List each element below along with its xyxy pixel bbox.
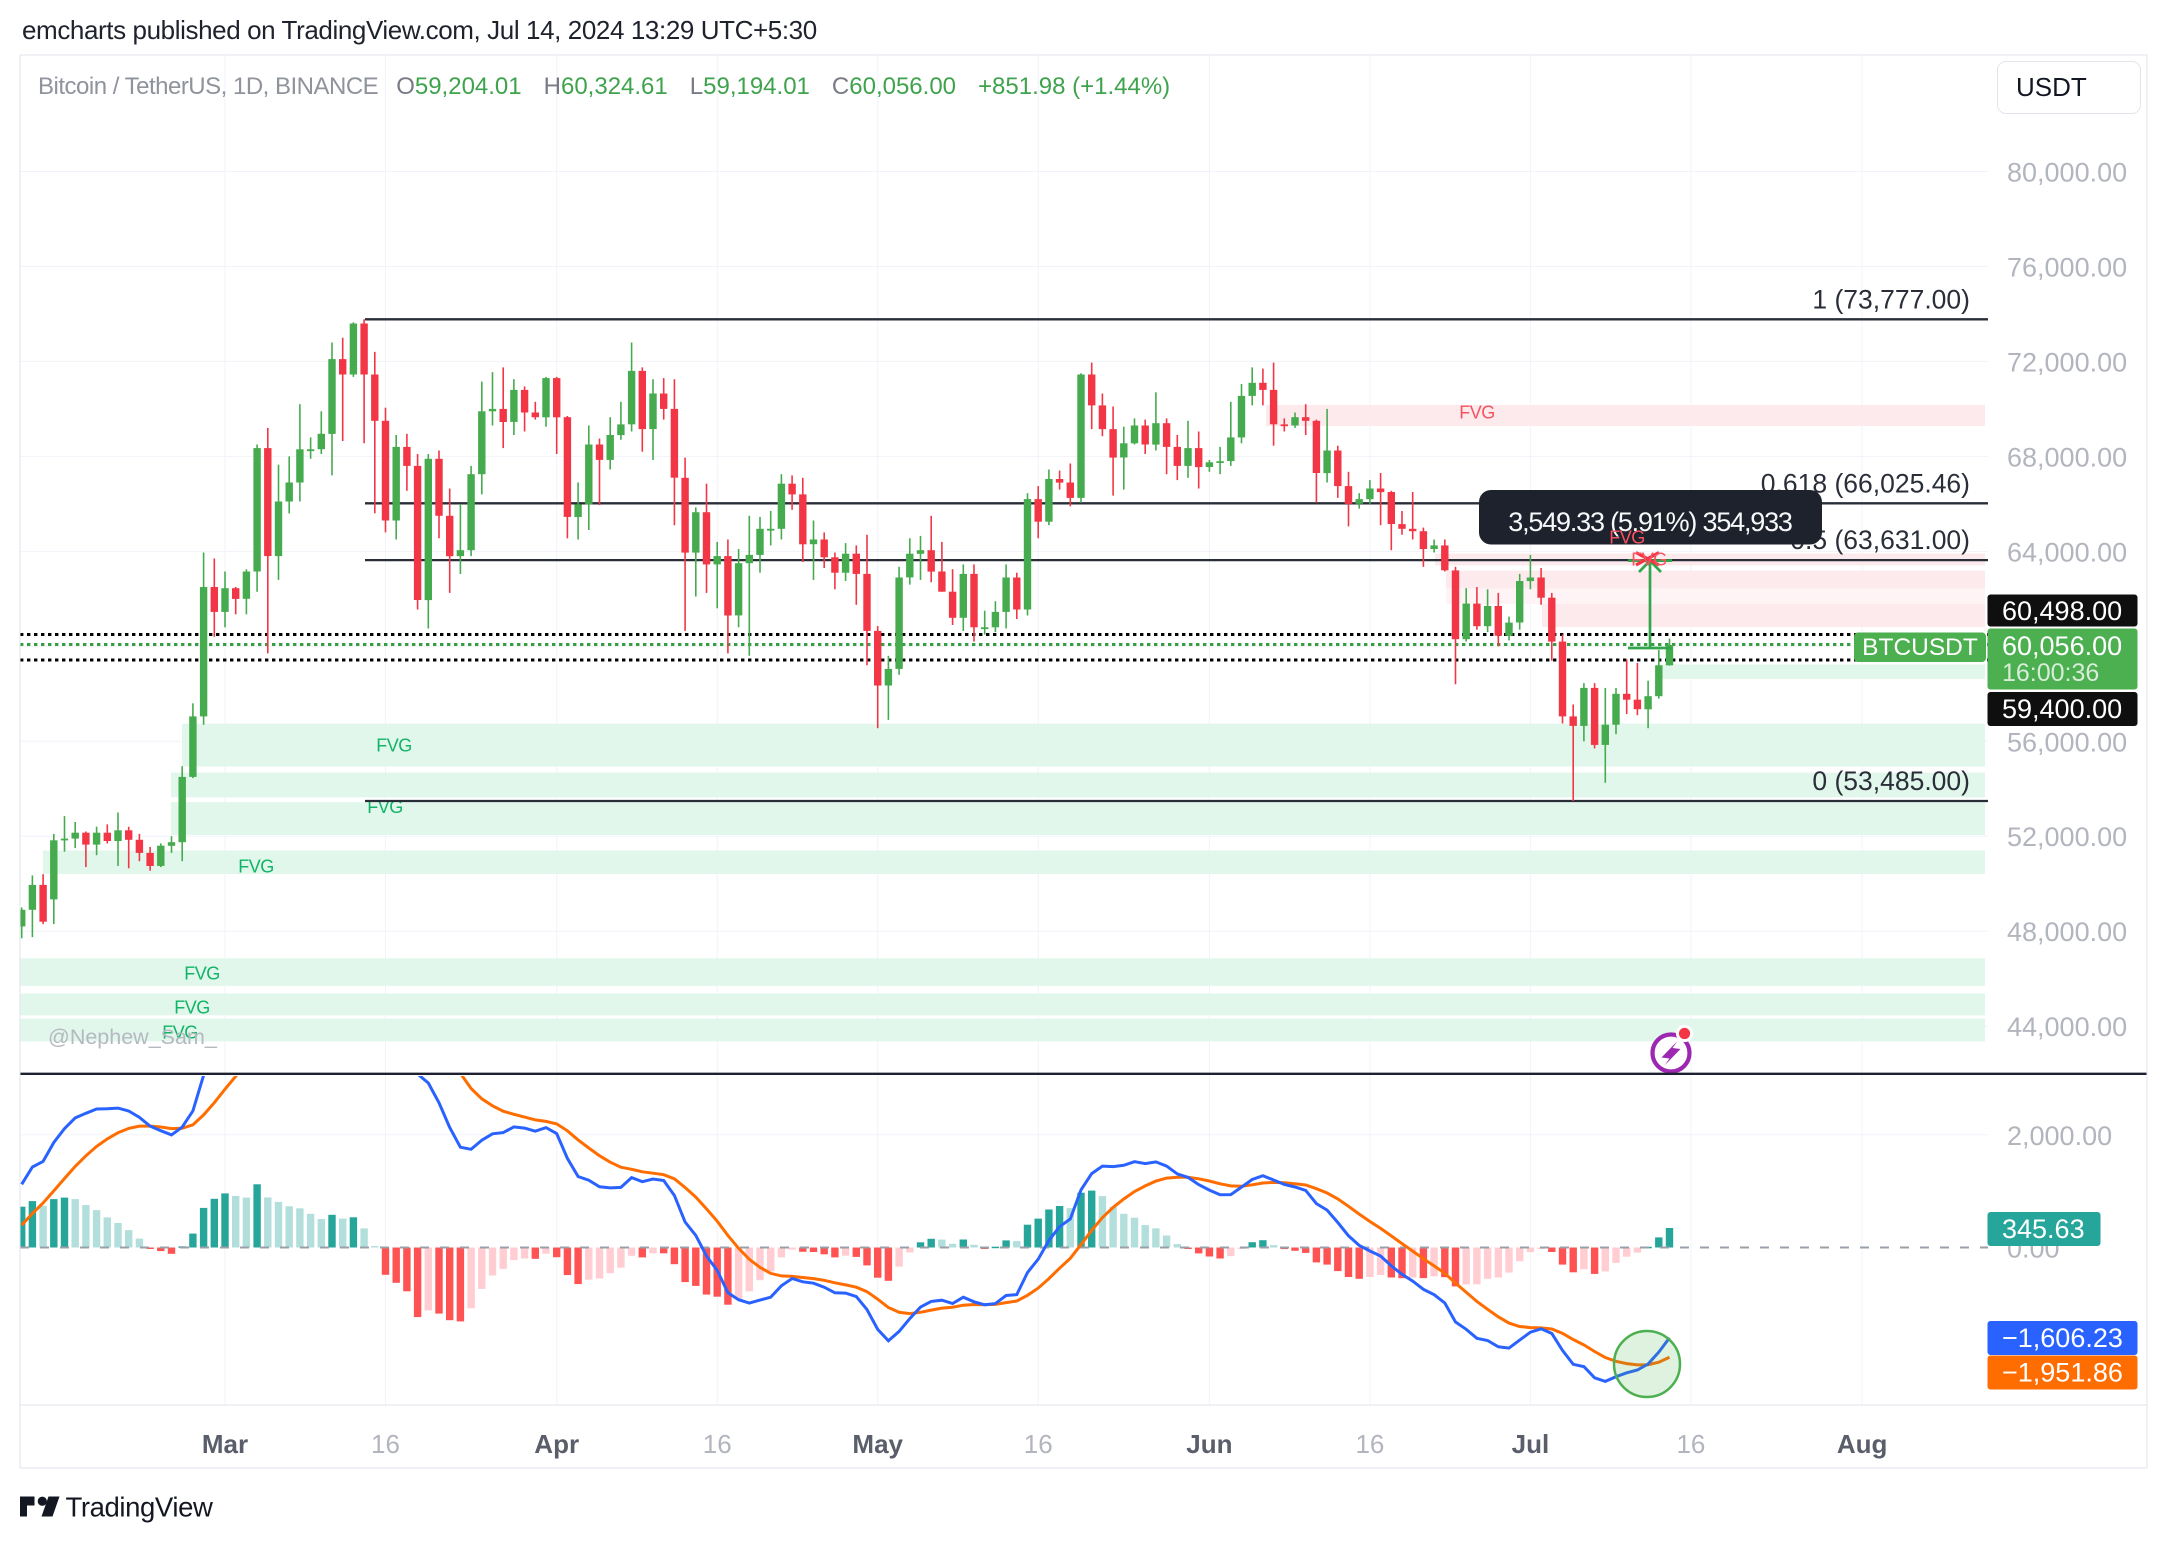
- svg-text:FVG: FVG: [174, 998, 210, 1018]
- svg-text:16: 16: [1355, 1429, 1384, 1459]
- svg-text:FVG: FVG: [238, 857, 274, 877]
- svg-text:0 (53,485.00): 0 (53,485.00): [1812, 766, 1970, 796]
- svg-text:16: 16: [1024, 1429, 1053, 1459]
- svg-text:Mar: Mar: [202, 1429, 248, 1459]
- svg-text:FVG: FVG: [1609, 528, 1645, 548]
- svg-text:16: 16: [371, 1429, 400, 1459]
- svg-text:−1,951.86: −1,951.86: [2002, 1358, 2123, 1388]
- svg-text:Aug: Aug: [1837, 1429, 1888, 1459]
- svg-text:68,000.00: 68,000.00: [2007, 442, 2127, 472]
- svg-text:52,000.00: 52,000.00: [2007, 822, 2127, 852]
- svg-text:16: 16: [1676, 1429, 1705, 1459]
- svg-text:16: 16: [703, 1429, 732, 1459]
- svg-text:72,000.00: 72,000.00: [2007, 347, 2127, 377]
- svg-text:FVG: FVG: [376, 736, 412, 756]
- svg-text:Jul: Jul: [1512, 1429, 1550, 1459]
- svg-text:BTCUSDT: BTCUSDT: [1862, 634, 1978, 661]
- svg-text:76,000.00: 76,000.00: [2007, 253, 2127, 283]
- svg-text:FVG: FVG: [162, 1023, 198, 1043]
- svg-text:FVG: FVG: [1459, 403, 1495, 423]
- svg-text:Apr: Apr: [534, 1429, 579, 1459]
- svg-text:May: May: [852, 1429, 903, 1459]
- svg-text:1 (73,777.00): 1 (73,777.00): [1812, 284, 1970, 314]
- svg-text:TradingView: TradingView: [66, 1492, 213, 1523]
- svg-text:59,400.00: 59,400.00: [2002, 694, 2122, 724]
- svg-text:60,498.00: 60,498.00: [2002, 596, 2122, 626]
- svg-text:56,000.00: 56,000.00: [2007, 727, 2127, 757]
- svg-text:3,549.33 (5.91%) 354,933: 3,549.33 (5.91%) 354,933: [1508, 507, 1792, 537]
- svg-text:Jun: Jun: [1186, 1429, 1232, 1459]
- svg-text:64,000.00: 64,000.00: [2007, 537, 2127, 567]
- svg-text:80,000.00: 80,000.00: [2007, 158, 2127, 188]
- svg-text:44,000.00: 44,000.00: [2007, 1012, 2127, 1042]
- svg-text:@Nephew_Sam_: @Nephew_Sam_: [48, 1025, 218, 1049]
- svg-text:FVG: FVG: [1631, 550, 1667, 570]
- svg-text:60,056.00: 60,056.00: [2002, 631, 2122, 661]
- svg-text:FVG: FVG: [184, 964, 220, 984]
- svg-text:−1,606.23: −1,606.23: [2002, 1323, 2123, 1353]
- svg-text:16:00:36: 16:00:36: [2002, 659, 2099, 687]
- svg-text:48,000.00: 48,000.00: [2007, 917, 2127, 947]
- svg-text:345.63: 345.63: [2002, 1214, 2085, 1244]
- svg-text:2,000.00: 2,000.00: [2007, 1121, 2112, 1151]
